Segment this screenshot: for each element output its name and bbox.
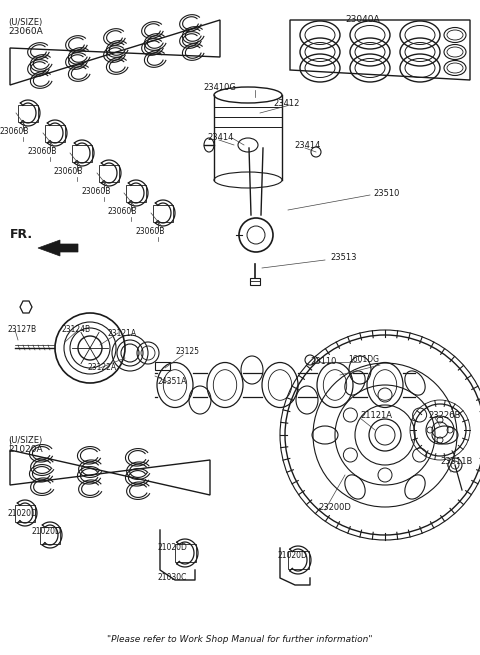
Bar [45, 124, 65, 141]
Text: 21020D: 21020D [32, 527, 62, 536]
Text: 23060B: 23060B [27, 147, 56, 155]
Text: 23410G: 23410G [204, 83, 237, 92]
Text: 23510: 23510 [373, 189, 399, 198]
Text: 23122A: 23122A [88, 364, 117, 373]
Bar [40, 527, 60, 544]
Text: 23040A: 23040A [345, 16, 380, 24]
Text: 24351A: 24351A [158, 377, 187, 386]
Bar [175, 544, 195, 562]
Text: 23412: 23412 [273, 100, 300, 109]
Text: 21121A: 21121A [360, 411, 392, 419]
Bar [250, 278, 260, 285]
Bar [126, 185, 146, 202]
Bar [15, 504, 35, 521]
Text: 23060B: 23060B [135, 227, 164, 236]
Text: 23121A: 23121A [108, 329, 137, 337]
Text: 21020D: 21020D [8, 508, 38, 517]
Text: 21030C: 21030C [157, 574, 186, 582]
Text: 23200D: 23200D [318, 504, 351, 512]
Polygon shape [38, 240, 78, 256]
Text: 23513: 23513 [330, 252, 357, 261]
Bar [155, 362, 170, 370]
Text: 23127B: 23127B [8, 326, 37, 335]
Text: FR.: FR. [10, 229, 33, 242]
Text: 23414: 23414 [294, 141, 320, 151]
Text: 23060B: 23060B [0, 126, 29, 136]
Text: 1601DG: 1601DG [348, 356, 379, 364]
Text: 23124B: 23124B [62, 326, 91, 335]
Bar [72, 145, 92, 162]
Text: 23414: 23414 [207, 134, 233, 143]
Text: 21020D: 21020D [278, 552, 308, 561]
Text: 23110: 23110 [310, 356, 336, 365]
Text: 21020A: 21020A [8, 445, 43, 455]
Text: (U/SIZE): (U/SIZE) [8, 18, 42, 26]
Text: 23060B: 23060B [54, 166, 84, 176]
Text: 23060B: 23060B [81, 187, 110, 195]
Text: 23226B: 23226B [428, 411, 460, 419]
Bar [288, 551, 309, 569]
Text: 21020D: 21020D [157, 544, 187, 553]
Bar [99, 164, 119, 181]
Text: 23311B: 23311B [440, 457, 472, 466]
Text: 23125: 23125 [175, 348, 199, 356]
Bar [18, 105, 38, 121]
Bar [153, 204, 173, 221]
Text: (U/SIZE): (U/SIZE) [8, 436, 42, 445]
Text: 23060A: 23060A [8, 28, 43, 37]
Text: 23060B: 23060B [108, 206, 137, 215]
Text: "Please refer to Work Shop Manual for further information": "Please refer to Work Shop Manual for fu… [107, 635, 373, 645]
